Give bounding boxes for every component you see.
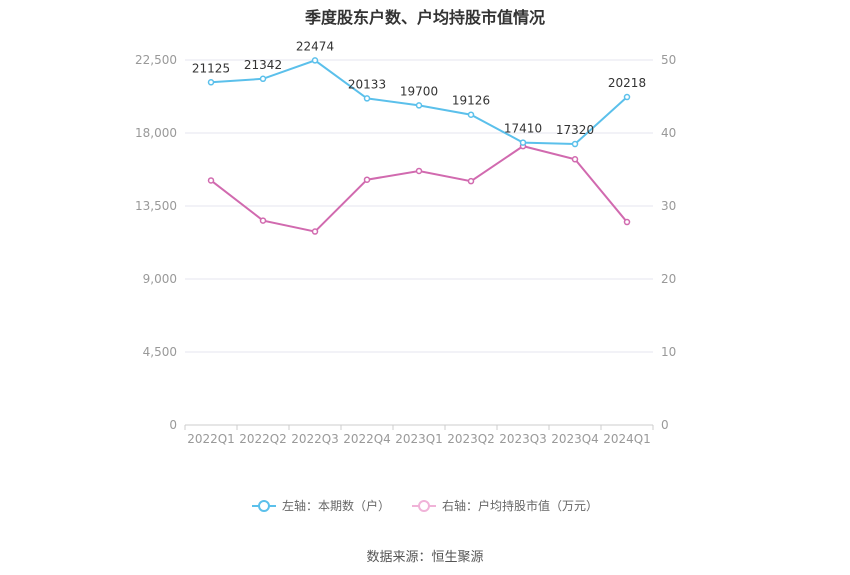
x-axis-ticks: 2022Q1 2022Q2 2022Q3 2022Q4 2023Q1 2023Q2 2023… xyxy=(184,425,654,446)
data-label: 19126 xyxy=(452,94,490,108)
y-left-tick-label: 9,000 xyxy=(143,272,177,286)
x-tick-label: 2022Q1 xyxy=(187,432,235,446)
data-label: 21342 xyxy=(244,58,282,72)
x-tick-label: 2023Q3 xyxy=(499,432,547,446)
data-point-left xyxy=(207,79,215,86)
grid-lines xyxy=(185,59,653,426)
y-right-tick-label: 30 xyxy=(661,199,676,213)
x-tick-label: 2022Q2 xyxy=(239,432,287,446)
y-right-tick-label: 0 xyxy=(661,418,669,432)
y-left-tick-label: 18,000 xyxy=(135,126,177,140)
right-axis-ticks: 0 10 20 30 40 50 xyxy=(661,53,676,432)
y-left-tick-label: 13,500 xyxy=(135,199,177,213)
y-left-tick-label: 0 xyxy=(169,418,177,432)
data-point-left xyxy=(571,140,579,148)
x-tick-label: 2022Q4 xyxy=(343,432,391,446)
data-point-left xyxy=(415,102,423,109)
data-point-right xyxy=(207,177,215,184)
y-left-tick-label: 4,500 xyxy=(143,345,177,359)
data-label: 17320 xyxy=(556,123,594,137)
x-tick-label: 2024Q1 xyxy=(603,432,651,446)
x-tick-label: 2023Q4 xyxy=(551,432,599,446)
legend: 左轴：本期数（户） 右轴：户均持股市值（万元） xyxy=(0,497,850,514)
data-label: 19700 xyxy=(400,84,438,98)
y-right-tick-label: 20 xyxy=(661,272,676,286)
legend-swatch-right xyxy=(412,499,436,512)
data-label: 17410 xyxy=(504,122,542,136)
data-labels: 21125 21342 22474 20133 19700 19126 17410 17320… xyxy=(192,39,646,137)
source-text: 数据来源：恒生聚源 xyxy=(366,550,484,565)
series-line-right xyxy=(210,145,628,233)
y-left-tick-label: 22,500 xyxy=(135,53,177,67)
data-point-right xyxy=(571,156,579,163)
series-layer xyxy=(207,57,631,235)
x-tick-label: 2022Q3 xyxy=(291,432,339,446)
data-label: 21125 xyxy=(192,61,230,75)
chart-title: 季度股东户数、户均持股市值情况 xyxy=(304,8,545,27)
x-tick-label: 2023Q2 xyxy=(447,432,495,446)
left-axis-ticks: 0 4,500 9,000 13,500 18,000 22,500 xyxy=(135,53,177,432)
data-point-left xyxy=(519,139,527,146)
data-label: 20133 xyxy=(348,77,386,91)
data-point-left xyxy=(311,57,319,64)
y-right-tick-label: 10 xyxy=(661,345,676,359)
legend-item-right[interactable]: 右轴：户均持股市值（万元） xyxy=(412,497,598,514)
y-right-tick-label: 40 xyxy=(661,126,676,140)
legend-swatch-left xyxy=(251,499,276,512)
x-tick-label: 2023Q1 xyxy=(395,432,443,446)
data-label: 22474 xyxy=(296,39,334,53)
y-right-tick-label: 50 xyxy=(661,53,676,67)
data-point-right xyxy=(311,228,319,235)
data-point-left xyxy=(467,111,475,118)
data-point-right xyxy=(363,176,371,183)
data-label: 20218 xyxy=(608,76,646,90)
data-point-left xyxy=(363,95,371,102)
data-point-left xyxy=(259,75,267,83)
data-point-right xyxy=(259,217,267,224)
line-chart: 0 4,500 9,000 13,500 18,000 22,500 0 10 20 30 40 5… xyxy=(135,39,676,446)
legend-label-right: 右轴：户均持股市值（万元） xyxy=(442,499,599,513)
legend-item-left[interactable]: 左轴：本期数（户） xyxy=(251,497,390,514)
legend-label-left: 左轴：本期数（户） xyxy=(281,499,390,513)
data-point-right xyxy=(467,177,475,185)
data-point-right xyxy=(415,167,423,175)
data-point-left xyxy=(623,93,631,101)
data-point-right xyxy=(623,218,631,226)
